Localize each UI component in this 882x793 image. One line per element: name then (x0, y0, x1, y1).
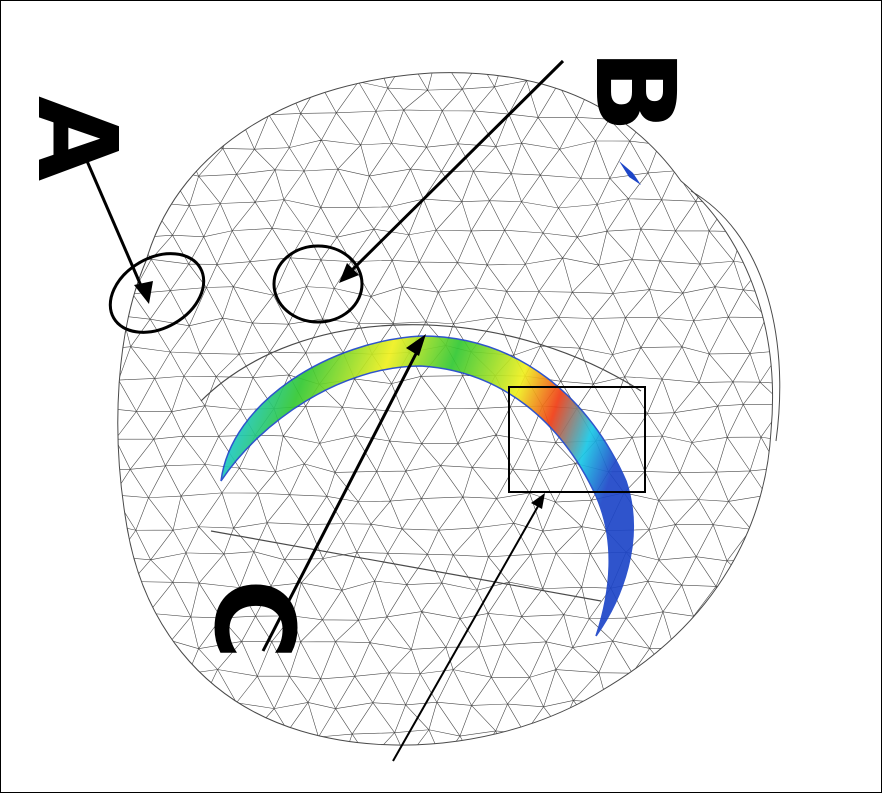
mesh-ridge-upper (200, 324, 642, 402)
label-c: C (190, 579, 318, 660)
arrow-b-line (345, 59, 565, 277)
stress-contour-band (220, 335, 634, 637)
label-a: A (13, 96, 141, 181)
arrow-c-line (261, 343, 423, 652)
small-blue-marker (619, 161, 641, 185)
circle-b (272, 244, 364, 324)
mesh-lobe-right (690, 190, 781, 442)
annotations (85, 59, 646, 762)
label-b: B (571, 49, 699, 133)
arrow-box-head (531, 493, 545, 509)
arrow-b-head (339, 263, 359, 283)
arrow-a-line (85, 160, 147, 296)
circle-a (108, 252, 206, 334)
mesh-body (117, 72, 781, 746)
mesh-ridge-lower (210, 530, 602, 602)
arrow-a-head (134, 281, 153, 304)
arrow-box-line (392, 500, 542, 762)
arrow-heads (134, 263, 545, 509)
arrow-c-head (406, 334, 426, 356)
zoom-box (508, 386, 646, 493)
